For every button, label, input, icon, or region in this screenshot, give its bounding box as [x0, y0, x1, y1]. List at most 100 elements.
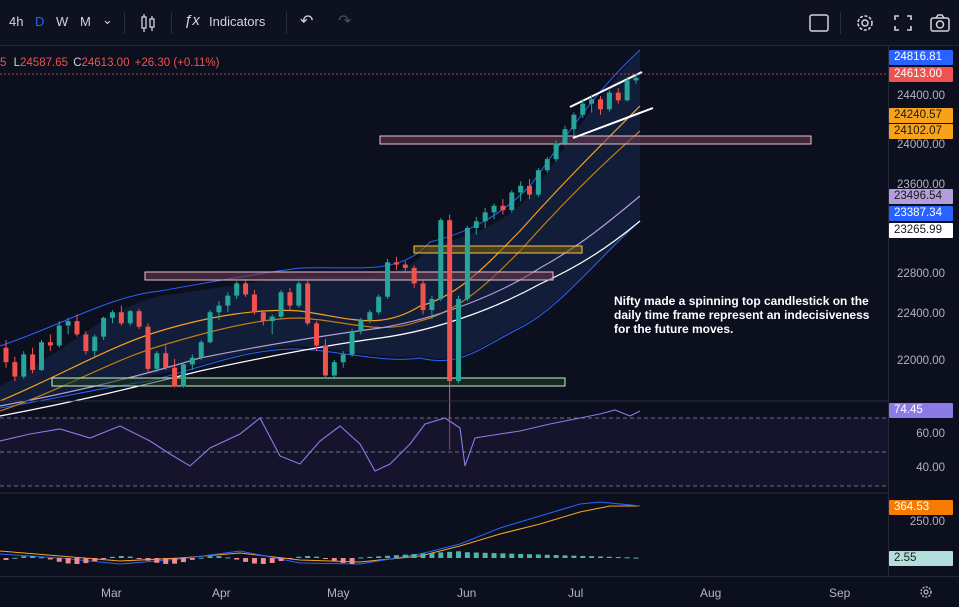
fullscreen-icon[interactable] [891, 12, 915, 34]
candle-body [216, 305, 222, 313]
macd-hist-bar [606, 556, 612, 558]
candle-body [456, 298, 462, 382]
candle-body [198, 342, 204, 358]
chart-annotation-text: Nifty made a spinning top candlestick on… [614, 294, 870, 336]
macd-hist-bar [420, 553, 426, 558]
macd-hist-bar [331, 558, 337, 561]
candle-body [30, 354, 36, 370]
resistance-zone-upper [379, 135, 812, 145]
candle-body [278, 292, 284, 317]
candle-body [509, 192, 515, 211]
rsi-tick: 40.00 [916, 462, 945, 474]
macd-hist-bar [535, 554, 541, 558]
macd-hist-bar [225, 557, 231, 559]
macd-hist-bar [376, 556, 382, 558]
candle-body [118, 312, 124, 324]
macd-hist-bar [65, 558, 71, 564]
candle-body [571, 114, 577, 130]
candle-body [358, 320, 364, 332]
candle-chart-type-icon[interactable] [137, 12, 161, 34]
fx-icon[interactable]: ƒx [184, 12, 200, 29]
month-label: Jul [568, 586, 584, 600]
axis-settings-icon[interactable] [918, 584, 934, 600]
macd-line [0, 501, 641, 565]
macd-hist-bar [296, 556, 302, 558]
interval-d[interactable]: D [35, 14, 45, 29]
candle-body [491, 205, 497, 213]
candle-body [598, 99, 604, 110]
camera-snapshot-icon[interactable] [928, 12, 952, 34]
candle-body [189, 357, 195, 365]
toolbar-divider [286, 12, 287, 34]
candle-body [269, 316, 275, 322]
candle-body [234, 283, 240, 296]
candle-body [56, 325, 62, 346]
macd-hist-bar [12, 557, 18, 559]
macd-value-badge: 364.53 [889, 500, 953, 515]
candle-body [145, 326, 151, 369]
macd-hist-bar [358, 557, 364, 559]
macd-hist-bar [473, 552, 479, 558]
month-label: Apr [212, 586, 231, 600]
macd-hist-bar [56, 558, 62, 562]
interval-w[interactable]: W [56, 14, 69, 29]
indicators-button[interactable]: Indicators [209, 14, 266, 29]
macd-hist-bar [127, 556, 133, 558]
candle-body [92, 336, 98, 352]
candle-body [473, 221, 479, 228]
candle-body [438, 220, 444, 299]
time-axis[interactable]: Mar Apr May Jun Jul Aug Sep [0, 576, 959, 607]
undo-icon[interactable]: ↶ [300, 13, 314, 30]
ohlc-legend: 5 L24587.65 C24613.00 +26.30 (+0.11%) [0, 57, 220, 69]
macd-hist-bar [589, 556, 595, 558]
candle-body [287, 292, 293, 306]
ma-fast-badge: 24240.57 [889, 108, 953, 123]
macd-tick: 250.00 [909, 516, 945, 528]
settings-gear-icon[interactable] [853, 12, 877, 34]
macd-hist-bar [518, 553, 524, 558]
layout-icon[interactable] [807, 12, 831, 34]
macd-hist-bar [30, 556, 36, 558]
macd-histogram [3, 551, 639, 564]
price-axis[interactable]: 24816.81 24613.00 24400.00 24240.57 2410… [888, 46, 959, 576]
candle-body [154, 353, 160, 369]
macd-hist-bar [633, 557, 639, 559]
redo-icon[interactable]: ↷ [338, 13, 352, 30]
ma-mid-line [0, 195, 641, 407]
macd-hist-bar [47, 558, 53, 560]
macd-hist-bar [3, 558, 9, 560]
interval-dropdown-icon[interactable]: ⌄ [102, 12, 113, 27]
month-label: Jun [457, 586, 477, 600]
rsi-line [0, 409, 641, 472]
month-label: Aug [700, 586, 722, 600]
bollinger-band-fill [0, 50, 640, 406]
macd-hist-bar [553, 555, 559, 558]
candle-body [518, 185, 524, 193]
price-chart[interactable] [0, 46, 888, 576]
candle-body [500, 205, 506, 211]
macd-hist-bar [438, 552, 444, 558]
candle-body [420, 283, 426, 311]
macd-hist-bar [615, 557, 621, 559]
interval-4h[interactable]: 4h [9, 14, 24, 29]
interval-m[interactable]: M [80, 14, 91, 29]
ma-fast-line [0, 105, 641, 402]
ma-mid-badge: 23496.54 [889, 189, 953, 204]
candles-group [3, 73, 639, 450]
macd-hist-bar [544, 554, 550, 558]
low-label: L [13, 57, 21, 69]
candle-body [296, 283, 302, 306]
support-zone-green [51, 377, 566, 387]
candle-body [314, 323, 320, 346]
resistance-zone-middle [144, 271, 554, 281]
macd-hist-bar [580, 555, 586, 558]
macd-hist-bar [411, 554, 417, 558]
price-tick: 24400.00 [897, 90, 945, 102]
candle-body [482, 212, 488, 222]
macd-hist-bar [624, 557, 630, 559]
candle-body [385, 262, 391, 297]
price-tick: 22400.00 [897, 308, 945, 320]
month-label: May [327, 586, 350, 600]
candle-body [225, 295, 231, 306]
low-value: 24587.65 [20, 57, 68, 69]
